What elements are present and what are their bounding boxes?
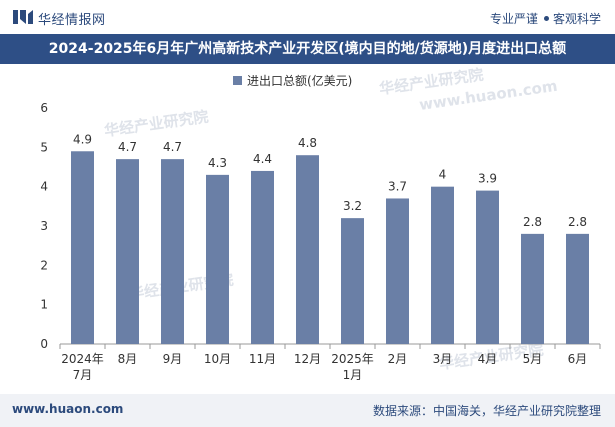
data-label: 4.3 <box>208 156 227 170</box>
bars <box>71 151 589 344</box>
data-label: 4.7 <box>118 140 137 154</box>
chart-title: 2024-2025年6月年广州高新技术产业开发区(境内目的地/货源地)月度进出口… <box>0 34 615 64</box>
y-tick-label: 0 <box>40 337 48 351</box>
x-tick-label: 2月 <box>388 352 408 366</box>
bar <box>206 174 229 344</box>
tagline-left: 专业严谨 <box>489 12 538 26</box>
data-source: 数据来源：中国海关，华经产业研究院整理 <box>372 404 601 418</box>
x-tick-label: 1月 <box>343 368 363 382</box>
data-label: 4.7 <box>163 140 182 154</box>
footer: www.huaon.com 数据来源：中国海关，华经产业研究院整理 <box>0 394 615 427</box>
data-labels: 4.9 4.7 4.7 4.3 4.4 4.8 3.2 3.7 4 3.9 2.8 2.8 <box>73 132 587 229</box>
bar <box>386 198 409 344</box>
legend-label: 进出口总额(亿美元) <box>247 73 352 88</box>
y-tick-label: 2 <box>40 258 48 272</box>
x-tick-label: 2025年 <box>331 352 374 366</box>
x-tick-label: 4月 <box>478 352 498 366</box>
legend-swatch <box>233 76 242 85</box>
bar <box>566 233 589 344</box>
x-tick-label: 10月 <box>204 352 231 366</box>
bar <box>341 218 364 344</box>
bar-chart: 华经产业研究院华经产业研究院华经产业研究院华经产业研究院www.huaon.co… <box>40 66 601 382</box>
x-tick-label: 5月 <box>523 352 543 366</box>
watermark-text: 华经产业研究院 <box>103 108 209 140</box>
y-tick-label: 5 <box>40 140 48 154</box>
top-bar: 华经情报网 专业严谨 客观科学 <box>0 0 615 34</box>
x-tick-label: 8月 <box>118 352 138 366</box>
bar <box>476 190 499 344</box>
x-tick-label: 11月 <box>249 352 276 366</box>
data-label: 2.8 <box>523 215 542 229</box>
data-label: 4.9 <box>73 132 92 146</box>
y-tick-label: 6 <box>40 101 48 115</box>
data-label: 3.9 <box>478 172 497 186</box>
brand-name[interactable]: 华经情报网 <box>38 13 106 28</box>
axes: 0 1 2 3 4 5 6 2024年 7月 8月 9月 10月 11月 12月 2025年 1月 2月 3月 4月… <box>40 101 601 382</box>
y-tick-label: 4 <box>40 180 48 194</box>
tagline-right: 客观科学 <box>552 12 601 26</box>
chart-area: 华经产业研究院华经产业研究院华经产业研究院华经产业研究院www.huaon.co… <box>0 64 615 394</box>
website-link[interactable]: www.huaon.com <box>12 402 124 416</box>
data-label: 4 <box>439 168 447 182</box>
bar <box>251 170 274 344</box>
y-tick-label: 3 <box>40 219 48 233</box>
bar <box>521 233 544 344</box>
x-tick-label: 12月 <box>294 352 321 366</box>
tagline: 专业严谨 客观科学 <box>490 10 601 27</box>
bar <box>71 151 94 344</box>
data-label: 4.4 <box>253 152 272 166</box>
y-tick-label: 1 <box>40 298 48 312</box>
data-label: 3.7 <box>388 179 407 193</box>
x-tick-label: 9月 <box>163 352 183 366</box>
x-tick-label: 6月 <box>568 352 588 366</box>
bar <box>161 159 184 344</box>
bullet-dot-icon <box>543 16 549 21</box>
data-label: 3.2 <box>343 199 362 213</box>
legend: 进出口总额(亿美元) <box>233 73 352 88</box>
x-tick-label: 2024年 <box>61 352 104 366</box>
x-tick-label: 7月 <box>73 368 93 382</box>
huajing-logo-icon <box>13 10 33 24</box>
data-label: 2.8 <box>568 215 587 229</box>
bar <box>296 155 319 344</box>
x-tick-label: 3月 <box>433 352 453 366</box>
data-label: 4.8 <box>298 136 317 150</box>
bar <box>431 186 454 344</box>
bar <box>116 159 139 344</box>
